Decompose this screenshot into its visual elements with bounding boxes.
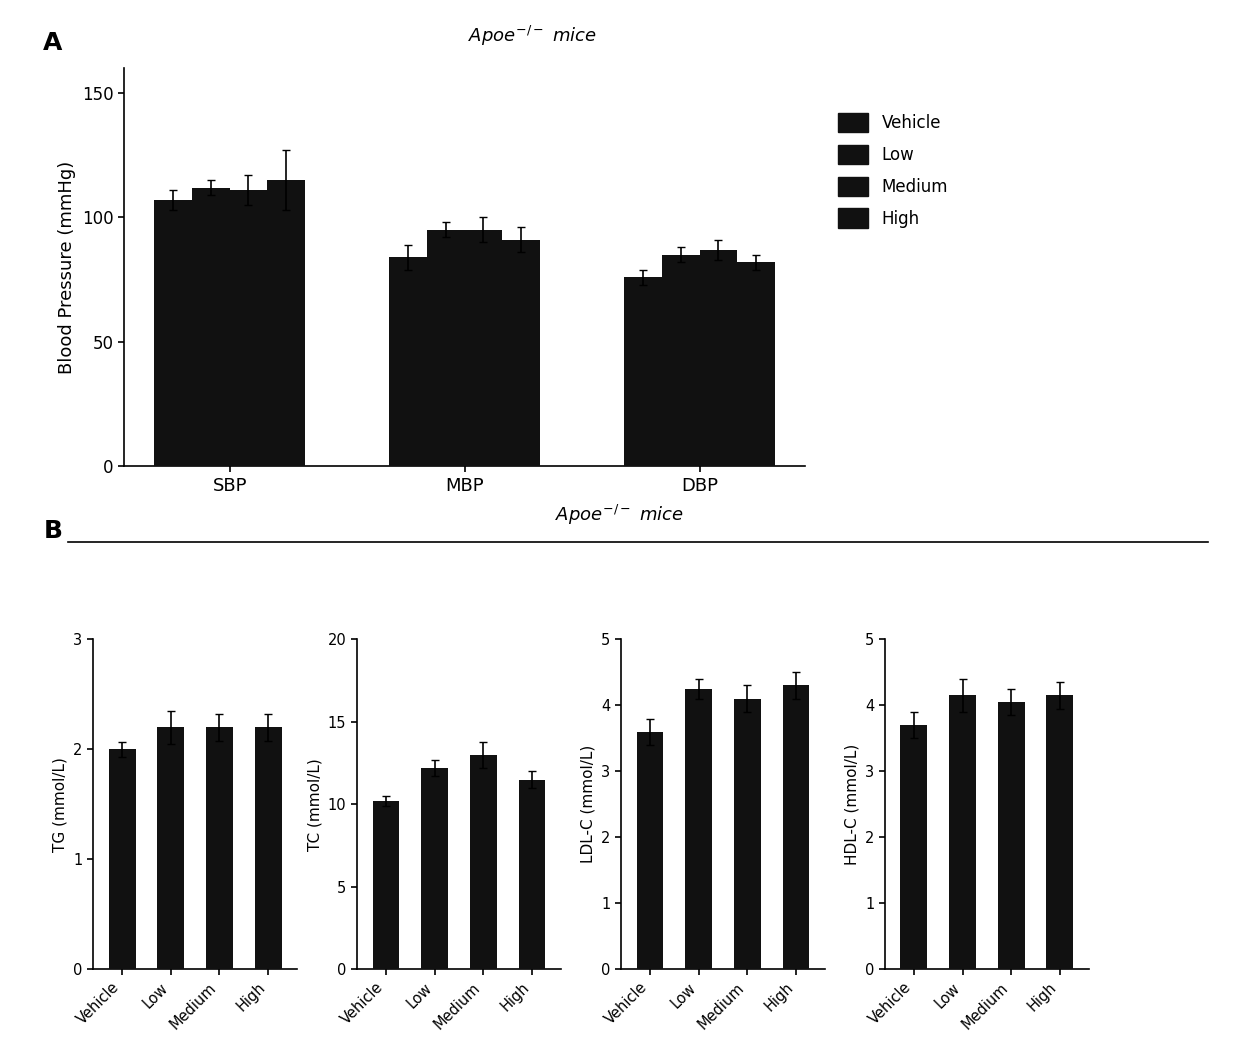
Y-axis label: TG (mmol/L): TG (mmol/L): [52, 757, 68, 852]
Bar: [109, 749, 135, 969]
Bar: [997, 702, 1025, 969]
Y-axis label: LDL-C (mmol/L): LDL-C (mmol/L): [580, 745, 596, 864]
Bar: [519, 780, 545, 969]
Bar: [155, 200, 192, 466]
Text: $Apoe^{-/-}$ mice: $Apoe^{-/-}$ mice: [468, 24, 597, 48]
Bar: [427, 230, 465, 466]
Bar: [783, 685, 809, 969]
Bar: [421, 768, 449, 969]
Y-axis label: HDL-C (mmol/L): HDL-C (mmol/L): [844, 744, 860, 865]
Text: A: A: [43, 31, 63, 56]
Bar: [470, 755, 497, 969]
Bar: [373, 801, 399, 969]
Bar: [268, 180, 305, 466]
Bar: [737, 262, 774, 466]
Bar: [733, 699, 761, 969]
Bar: [637, 732, 663, 969]
Y-axis label: TC (mmol/L): TC (mmol/L): [307, 758, 322, 851]
Bar: [624, 277, 662, 466]
Y-axis label: Blood Pressure (mmHg): Blood Pressure (mmHg): [58, 160, 77, 374]
Bar: [389, 257, 427, 466]
Bar: [255, 727, 281, 969]
Bar: [206, 727, 233, 969]
Bar: [1047, 696, 1073, 969]
Text: $Apoe^{-/-}$ mice: $Apoe^{-/-}$ mice: [555, 503, 684, 527]
Bar: [901, 725, 927, 969]
Bar: [949, 696, 976, 969]
Bar: [465, 230, 502, 466]
Bar: [700, 249, 737, 466]
Legend: Vehicle, Low, Medium, High: Vehicle, Low, Medium, High: [839, 113, 948, 227]
Bar: [192, 188, 229, 466]
Bar: [229, 190, 268, 466]
Bar: [685, 689, 712, 969]
Text: B: B: [43, 519, 62, 543]
Bar: [662, 255, 700, 466]
Bar: [502, 240, 540, 466]
Bar: [157, 727, 185, 969]
